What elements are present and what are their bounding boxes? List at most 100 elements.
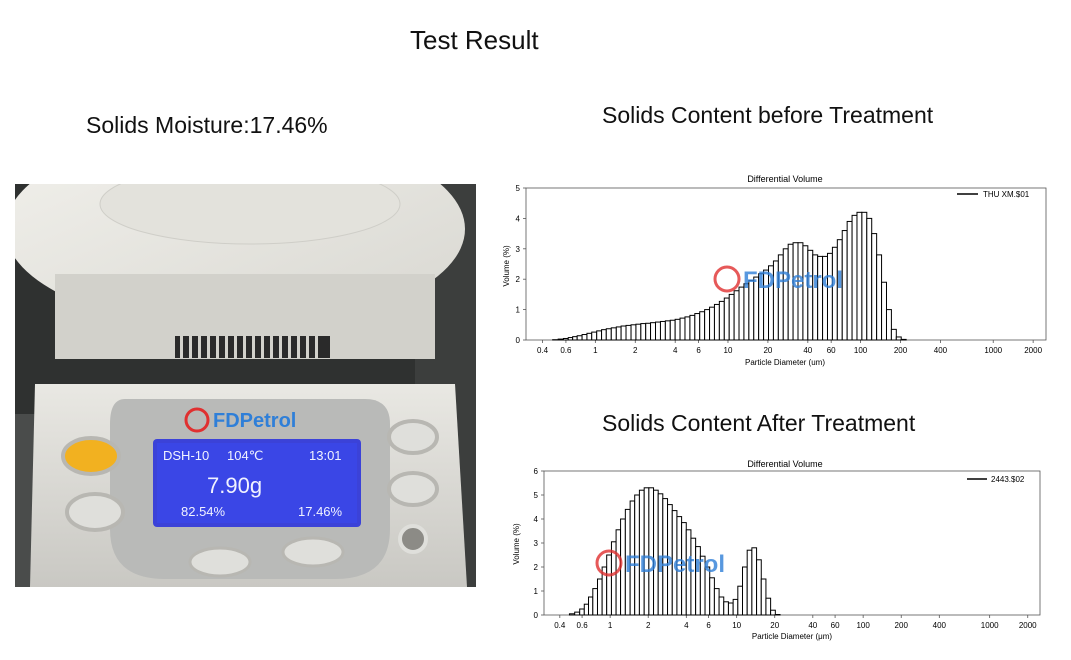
bar [718,596,725,616]
legend: 2443.$02 [967,475,1025,484]
bar [596,330,603,341]
y-tick-label: 5 [534,491,539,500]
bar [557,338,564,341]
bar [737,585,744,616]
y-tick-label: 2 [534,563,539,572]
bar [723,297,730,341]
legend: THU XM.$01 [957,190,1030,199]
x-tick-label: 1000 [984,346,1002,355]
bar [586,332,593,341]
bar [885,309,892,341]
bar [694,313,701,341]
bar [625,324,632,341]
lcd-weight: 7.90g [207,473,262,498]
chart-heading-after: Solids Content After Treatment [602,410,916,436]
y-tick-label: 5 [516,184,521,193]
bar [900,338,907,341]
bar [856,211,863,341]
x-tick-label: 0.6 [560,346,572,355]
bar [713,303,720,341]
x-tick-label: 10 [732,621,741,630]
x-tick-label: 2000 [1024,346,1042,355]
bar [684,316,691,341]
bar [742,566,748,616]
x-tick-label: 20 [763,346,772,355]
panel-button-down [387,471,439,507]
x-axis-label: Particle Diameter (μm) [752,632,833,641]
x-tick-label: 20 [770,621,779,630]
bar [699,311,706,341]
lcd-right-percent: 17.46% [298,504,343,519]
bar [738,286,745,341]
x-tick-label: 400 [934,346,948,355]
chart-heading-before: Solids Content before Treatment [602,102,934,128]
x-tick-label: 100 [854,346,868,355]
x-tick-label: 2000 [1019,621,1037,630]
x-tick-label: 1 [608,621,613,630]
bar [861,211,868,341]
bar [728,293,735,341]
bar [567,337,574,341]
bar-series [552,211,907,341]
x-tick-label: 1 [593,346,598,355]
panel-button-bottom-left [188,546,252,578]
lcd-model: DSH-10 [163,448,209,463]
x-tick-label: 0.4 [554,621,566,630]
bar [664,320,671,341]
y-tick-labels: 0 1 2 3 4 5 [516,184,526,345]
x-tick-labels: 0.4 0.6 1 2 4 6 10 20 40 60 100 200 400 1000 2000 [554,615,1037,630]
y-tick-label: 4 [516,214,521,223]
x-tick-label: 4 [673,346,678,355]
svg-text:FDPetrol: FDPetrol [743,267,843,294]
fdpetrol-watermark: FDPetrol [713,265,843,294]
x-tick-labels: 0.4 0.6 1 2 4 6 10 20 40 60 100 200 400 1000 2000 [537,340,1043,355]
bar [807,249,814,341]
bar [645,322,652,341]
bar [679,317,686,341]
bar [576,335,583,341]
x-tick-label: 40 [808,621,817,630]
bar [574,611,581,616]
chart-after-treatment: Differential Volume 0 1 2 3 4 5 6 0.4 0.6 1 2 4 6 10… [512,459,1041,641]
x-tick-label: 2 [633,346,638,355]
bar [674,318,681,341]
x-tick-label: 40 [803,346,812,355]
x-tick-label: 400 [933,621,947,630]
bar [610,327,617,341]
x-tick-label: 100 [856,621,870,630]
svg-text:2443.$02: 2443.$02 [991,475,1025,484]
lcd-time: 13:01 [309,448,342,463]
bar [583,603,590,616]
bar [601,329,607,341]
x-tick-label: 200 [894,346,908,355]
bar [890,328,897,341]
bar [581,334,588,341]
bar [881,281,887,341]
panel-button-yellow [61,436,121,476]
bar [568,613,576,616]
bar [709,306,715,341]
svg-text:FDPetrol: FDPetrol [625,551,725,578]
bar [751,547,758,616]
x-tick-label: 60 [831,621,840,630]
x-axis-label: Particle Diameter (um) [745,358,825,367]
panel-button-bottom-right [281,536,345,568]
svg-text:THU XM.$01: THU XM.$01 [983,190,1030,199]
lcd-left-percent: 82.54% [181,504,226,519]
bar [630,324,637,341]
bar [756,559,762,616]
bar [732,598,739,616]
svg-text:FDPetrol: FDPetrol [213,410,296,432]
bar [765,597,772,616]
bar [718,300,725,341]
bar [846,220,853,341]
fdpetrol-watermark: FDPetrol [184,407,296,433]
y-tick-label: 3 [516,245,521,254]
page-title: Test Result [410,25,539,55]
bar [895,336,902,341]
bar [579,608,585,616]
y-tick-label: 3 [534,539,539,548]
x-tick-label: 60 [827,346,836,355]
bar [655,321,661,341]
y-tick-label: 0 [516,336,521,345]
